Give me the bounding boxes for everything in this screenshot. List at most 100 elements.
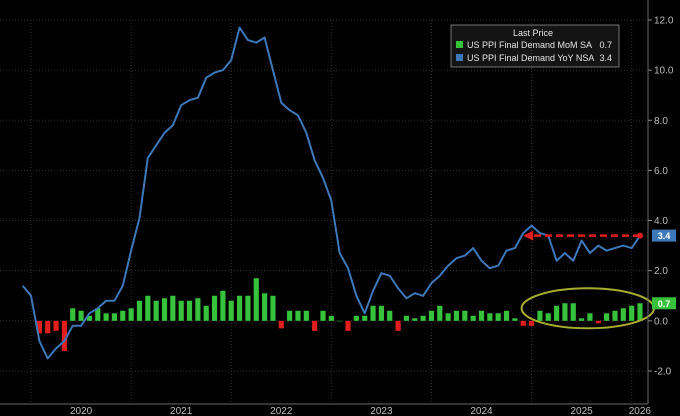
dashed-arrow-head [523,230,534,241]
mom-bar [412,318,418,321]
mom-bar [437,305,443,321]
mom-bar [637,303,643,321]
legend-swatch-mom [456,41,463,48]
mom-bar [86,315,93,321]
x-year-label: 2023 [370,406,393,416]
mom-bar [228,300,234,321]
mom-bar [270,295,276,321]
mom-bar [211,295,218,321]
y-tick-label: 0.0 [654,316,668,327]
mom-bar [587,313,593,321]
mom-bar [353,315,359,321]
yoy-last-tag-label: 3.4 [658,231,671,241]
x-year-label: 2020 [70,406,93,416]
x-year-label: 2024 [470,406,493,416]
legend-box [450,24,620,68]
mom-bar [462,310,468,321]
mom-bar [161,298,168,321]
mom-bar [620,308,626,321]
mom-bar [395,320,401,331]
mom-bar [528,320,535,326]
mom-bar [629,305,635,321]
mom-bar [245,295,251,321]
mom-bar [287,310,293,321]
y-tick-label: 6.0 [654,166,668,177]
legend-title: Last Price [513,28,553,38]
y-tick-label: -2.0 [654,366,672,377]
mom-bars [36,278,643,351]
mom-bar [512,318,518,321]
x-year-label: 2021 [170,406,193,416]
mom-last-tag-label: 0.7 [658,299,671,309]
mom-bar [562,303,568,321]
mom-bar [428,310,435,321]
mom-bar [178,300,184,321]
mom-bar [278,320,284,329]
y-tick-label: 4.0 [654,216,668,227]
mom-bar [403,315,410,321]
mom-bar [553,305,560,321]
mom-bar [95,308,101,321]
mom-bar [53,320,59,331]
mom-last-tag [652,297,676,310]
grid-lines [0,19,648,372]
mom-bar [495,313,501,321]
mom-bar [545,313,551,321]
last-value-tags: 3.4 0.7 [652,229,676,310]
mom-bar [170,295,176,321]
mom-bar [570,303,576,321]
yoy-last-tag [652,229,676,242]
mom-bar [303,310,309,321]
mom-bar [253,278,259,321]
mom-bar [145,295,151,321]
mom-bar [503,310,510,321]
mom-bar [470,315,476,321]
mom-bar [220,290,226,321]
mom-bar [520,320,526,326]
x-year-label: 2026 [629,406,652,416]
yoy-line [21,26,641,360]
yoy-line-group [21,26,641,360]
mom-bar [420,315,426,321]
mom-bar [378,305,384,321]
mom-bar [478,310,485,321]
legend-value-mom: 0.7 [599,40,612,50]
mom-bar [61,320,67,351]
mom-bar [45,320,51,334]
y-tick-label: 12.0 [654,16,674,27]
dashed-arrow-start [637,232,643,239]
mom-bar [445,313,451,321]
mom-bar [78,310,84,321]
mom-bar [186,300,193,321]
mom-bar [453,310,460,321]
mom-bar [328,315,334,321]
mom-bar [487,313,493,321]
mom-bar [111,313,118,321]
mom-bar [36,320,42,334]
mom-bar [362,315,368,321]
mom-bar [195,298,201,321]
legend: Last Price US PPI Final Demand MoM SA 0.… [450,24,620,68]
mom-bar [387,310,393,321]
x-year-label: 2022 [270,406,293,416]
mom-bar [120,310,126,321]
mom-bar [595,320,601,324]
mom-bar [236,295,243,321]
legend-value-yoy: 3.4 [599,53,612,63]
mom-bar [370,305,376,321]
mom-bar [203,305,209,321]
mom-bar [537,310,543,321]
year-gridlines [30,20,633,404]
mom-bar [337,320,343,322]
y-tick-label: 10.0 [654,66,674,77]
x-year-label: 2025 [570,406,593,416]
mom-bar [345,320,351,331]
legend-label-mom: US PPI Final Demand MoM SA [467,40,592,50]
mom-bar [103,313,109,321]
mom-bar [70,308,76,321]
mom-bar [612,310,618,321]
mom-bar [604,313,610,321]
